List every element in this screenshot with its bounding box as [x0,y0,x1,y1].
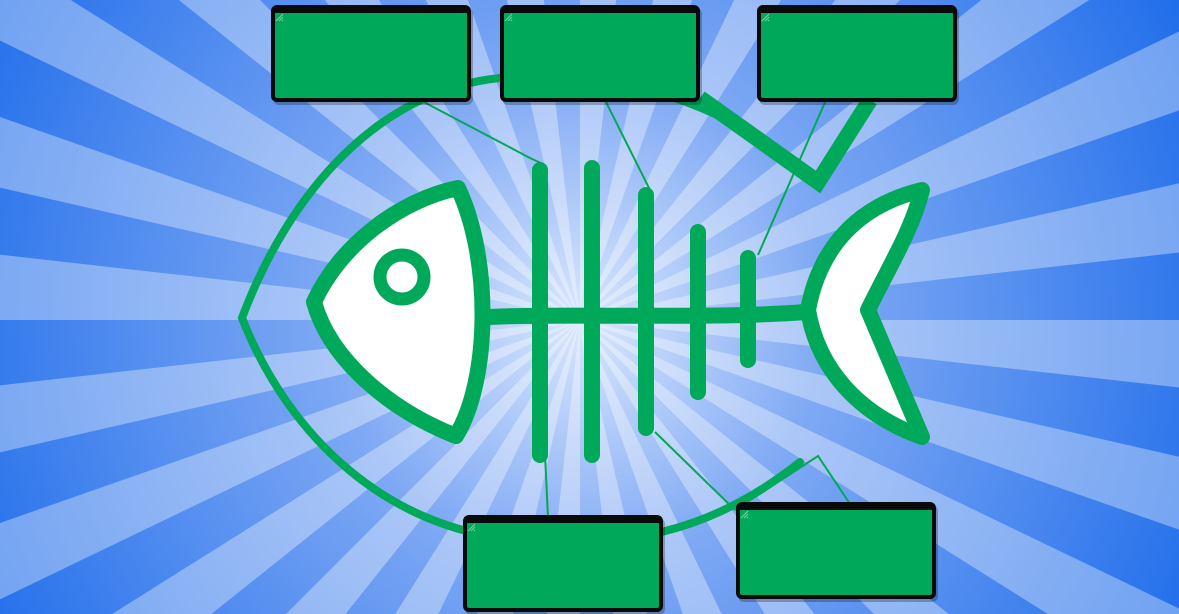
resize-grip-icon[interactable] [761,13,770,22]
sunburst-ray [286,320,580,614]
cause-box-top-right[interactable] [757,5,957,102]
cause-box-top-center[interactable] [500,5,700,102]
cause-box-bottom-right[interactable] [736,502,936,599]
fish-eye [373,248,431,306]
cause-box-label [853,52,861,60]
resize-grip-icon[interactable] [740,510,749,519]
connector-line [604,99,651,191]
fish-spine [462,304,813,326]
cause-box-label [596,52,604,60]
cause-box-top-left[interactable] [271,5,471,102]
sunburst-ray [580,320,1179,614]
tail-notch-line [695,91,877,194]
connector-line [419,99,546,166]
cause-box-label [559,562,567,570]
resize-grip-icon[interactable] [275,13,284,22]
connector-line [757,99,827,256]
connector-line [544,454,549,518]
fish-tail [800,182,930,445]
resize-grip-icon[interactable] [467,523,476,532]
fish-head [306,180,491,444]
cause-box-label [367,52,375,60]
sunburst-ray [580,31,1179,320]
connector-line [654,431,736,511]
connector-line [734,454,851,511]
resize-grip-icon[interactable] [504,13,513,22]
cause-box-label [832,549,840,557]
sunburst-ray [580,0,782,320]
cause-box-bottom-left[interactable] [463,515,663,612]
sunburst-ray [0,117,580,320]
